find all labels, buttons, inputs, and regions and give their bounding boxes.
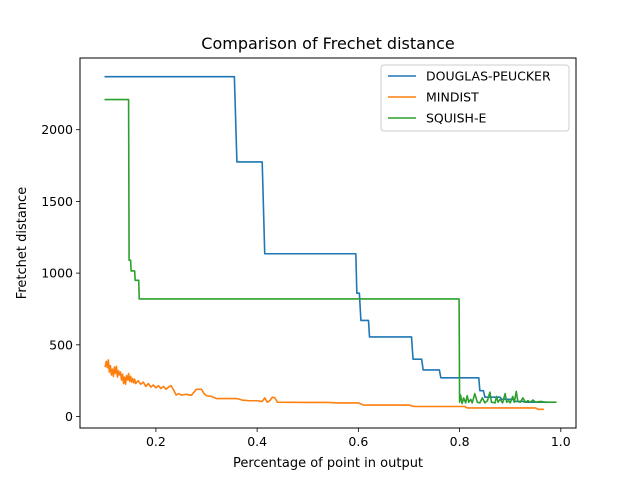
y-axis-ticks: 0 500 1000 1500 2000 bbox=[41, 122, 80, 424]
y-tick-label: 500 bbox=[49, 337, 73, 352]
series-line-2 bbox=[104, 98, 557, 405]
x-tick-label: 0.4 bbox=[247, 434, 267, 449]
legend: DOUGLAS-PEUCKER MINDIST SQUISH-E bbox=[380, 64, 570, 132]
legend-label-1: MINDIST bbox=[426, 90, 479, 105]
x-axis-label: Percentage of point in output bbox=[233, 456, 423, 471]
series-line-0 bbox=[104, 75, 547, 403]
legend-box bbox=[380, 64, 570, 132]
legend-label-2: SQUISH-E bbox=[426, 111, 486, 126]
x-tick-label: 0.2 bbox=[146, 434, 166, 449]
y-tick-label: 0 bbox=[65, 409, 73, 424]
legend-label-0: DOUGLAS-PEUCKER bbox=[426, 69, 551, 84]
x-tick-label: 0.8 bbox=[450, 434, 470, 449]
chart-title: Comparison of Frechet distance bbox=[201, 34, 454, 53]
y-tick-label: 1000 bbox=[41, 266, 73, 281]
x-axis-ticks: 0.2 0.4 0.6 0.8 1.0 bbox=[146, 428, 571, 449]
y-axis-label: Fretchet distance bbox=[15, 187, 30, 299]
y-tick-label: 1500 bbox=[41, 194, 73, 209]
plot-lines bbox=[104, 75, 557, 411]
x-tick-label: 1.0 bbox=[551, 434, 571, 449]
series-line-1 bbox=[104, 359, 544, 411]
x-tick-label: 0.6 bbox=[348, 434, 368, 449]
y-tick-label: 2000 bbox=[41, 122, 73, 137]
plot-frame bbox=[79, 57, 577, 429]
